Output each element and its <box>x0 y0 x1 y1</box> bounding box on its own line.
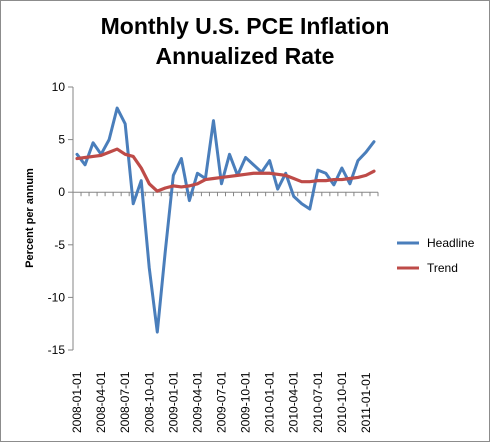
legend-label-headline: Headline <box>427 236 475 250</box>
data-point-headline <box>188 199 191 202</box>
data-point-trend <box>204 178 207 181</box>
x-tick-label: 2010-10-01 <box>335 371 349 433</box>
x-tick-label: 2008-07-01 <box>118 371 132 433</box>
data-point-headline <box>116 107 119 109</box>
data-point-headline <box>308 208 311 210</box>
data-point-headline <box>172 174 175 177</box>
y-tick-label: 10 <box>52 80 66 94</box>
data-point-trend <box>276 173 279 176</box>
data-point-headline <box>124 122 127 125</box>
y-tick-label: -10 <box>48 290 66 304</box>
data-point-headline <box>292 195 295 198</box>
data-point-headline <box>156 331 159 334</box>
data-point-trend <box>92 155 94 158</box>
data-point-trend <box>236 174 239 177</box>
x-tick-label: 2009-07-01 <box>214 371 228 433</box>
data-point-trend <box>124 153 127 156</box>
data-point-headline <box>180 157 183 160</box>
x-tick-label: 2010-01-01 <box>263 371 277 433</box>
data-point-headline <box>340 167 343 169</box>
y-tick-label: 0 <box>58 185 65 199</box>
data-point-headline <box>108 138 111 141</box>
y-tick-label: 5 <box>58 133 65 147</box>
data-point-headline <box>228 153 231 156</box>
y-axis-title: Percent per annum <box>24 168 36 268</box>
data-point-trend <box>228 175 231 178</box>
data-point-trend <box>76 157 78 160</box>
data-point-trend <box>284 174 287 177</box>
data-point-headline <box>357 159 359 162</box>
data-point-trend <box>357 176 359 179</box>
data-point-headline <box>220 182 223 185</box>
data-point-headline <box>244 156 247 159</box>
chart-title-line2: Annualized Rate <box>155 43 335 69</box>
chart-title-line1: Monthly U.S. PCE Inflation <box>100 13 390 39</box>
data-point-trend <box>196 182 199 185</box>
data-point-headline <box>84 163 86 166</box>
x-tick-label: 2009-01-01 <box>166 371 180 433</box>
data-point-trend <box>180 186 183 188</box>
data-point-trend <box>140 167 143 169</box>
data-point-headline <box>252 163 255 166</box>
data-point-headline <box>316 169 319 172</box>
data-point-headline <box>92 141 94 144</box>
x-tick-label: 2010-04-01 <box>287 371 301 433</box>
data-point-trend <box>116 148 119 150</box>
data-point-trend <box>332 178 335 181</box>
y-tick-label: -5 <box>54 238 65 252</box>
data-point-trend <box>156 190 159 193</box>
data-point-headline <box>268 159 271 162</box>
x-tick-label: 2008-10-01 <box>142 371 156 433</box>
x-tick-label: 2009-04-01 <box>190 371 204 433</box>
data-point-trend <box>244 173 247 176</box>
data-point-headline <box>332 183 335 186</box>
data-point-trend <box>268 172 271 175</box>
data-point-trend <box>108 151 111 154</box>
data-point-trend <box>365 174 367 177</box>
data-point-headline <box>349 182 351 185</box>
data-point-trend <box>260 172 263 175</box>
data-point-trend <box>172 184 175 187</box>
data-point-headline <box>300 202 303 205</box>
x-tick-label: 2010-07-01 <box>311 371 325 433</box>
data-point-headline <box>373 140 375 143</box>
data-point-trend <box>148 182 151 185</box>
data-point-headline <box>276 188 279 190</box>
data-point-trend <box>252 172 255 175</box>
data-point-headline <box>164 250 167 253</box>
data-point-trend <box>164 187 167 189</box>
data-point-trend <box>220 176 223 179</box>
y-tick-label: -15 <box>48 343 66 357</box>
data-point-headline <box>148 267 151 269</box>
data-point-headline <box>132 202 135 205</box>
data-point-trend <box>373 170 375 173</box>
data-point-headline <box>196 172 199 175</box>
data-point-trend <box>316 179 319 182</box>
x-tick-label: 2008-01-01 <box>70 371 84 433</box>
data-point-headline <box>140 179 143 182</box>
x-tick-label: 2009-10-01 <box>239 371 253 433</box>
x-tick-label: 2011-01-01 <box>359 372 373 433</box>
data-point-headline <box>76 153 78 156</box>
series-line-trend <box>75 147 376 193</box>
x-tick-label: 2008-04-01 <box>94 371 108 433</box>
data-point-trend <box>84 156 86 159</box>
data-point-headline <box>212 119 215 122</box>
data-point-trend <box>300 180 303 183</box>
data-point-trend <box>349 177 351 180</box>
data-point-trend <box>324 179 327 182</box>
data-point-trend <box>340 178 343 181</box>
series-line-headline <box>75 106 376 334</box>
data-point-trend <box>308 180 311 183</box>
data-point-headline <box>365 151 367 154</box>
data-point-trend <box>212 177 215 180</box>
data-point-trend <box>292 177 295 180</box>
data-point-trend <box>132 155 135 158</box>
data-point-trend <box>100 154 102 157</box>
data-point-headline <box>324 172 327 175</box>
data-point-trend <box>188 184 191 187</box>
legend-label-trend: Trend <box>427 261 458 275</box>
